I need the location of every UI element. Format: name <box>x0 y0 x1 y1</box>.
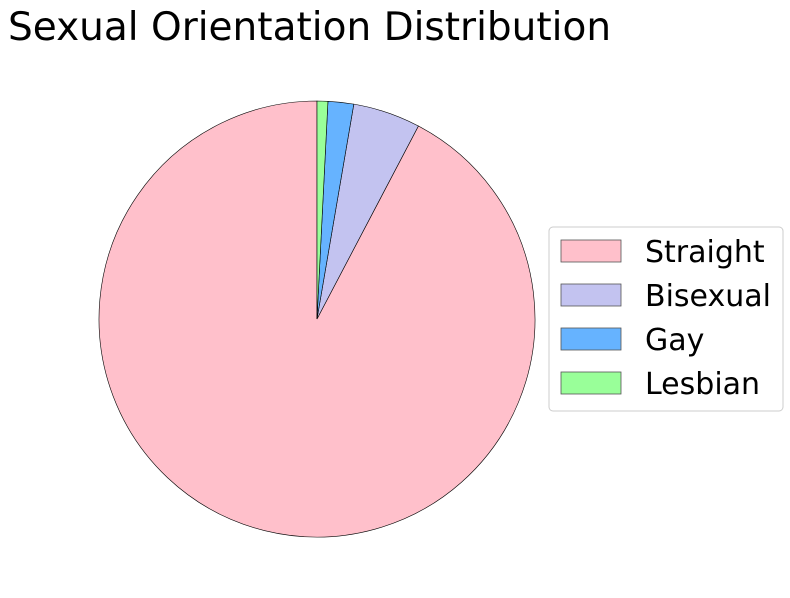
legend-label-straight: Straight <box>645 235 765 270</box>
legend-swatch-straight <box>560 239 622 263</box>
chart-title: Sexual Orientation Distribution <box>8 5 611 50</box>
legend-swatch-gay <box>560 327 622 351</box>
legend-label-bisexual: Bisexual <box>645 279 771 314</box>
legend-label-lesbian: Lesbian <box>645 367 760 402</box>
legend: Straight Bisexual Gay Lesbian <box>548 226 784 412</box>
pie <box>98 100 536 538</box>
legend-swatch-bisexual <box>560 283 622 307</box>
pie-slice-lesbian <box>316 100 329 320</box>
legend-frame <box>548 226 784 412</box>
legend-label-gay: Gay <box>645 323 704 358</box>
legend-swatch-lesbian <box>560 371 622 395</box>
